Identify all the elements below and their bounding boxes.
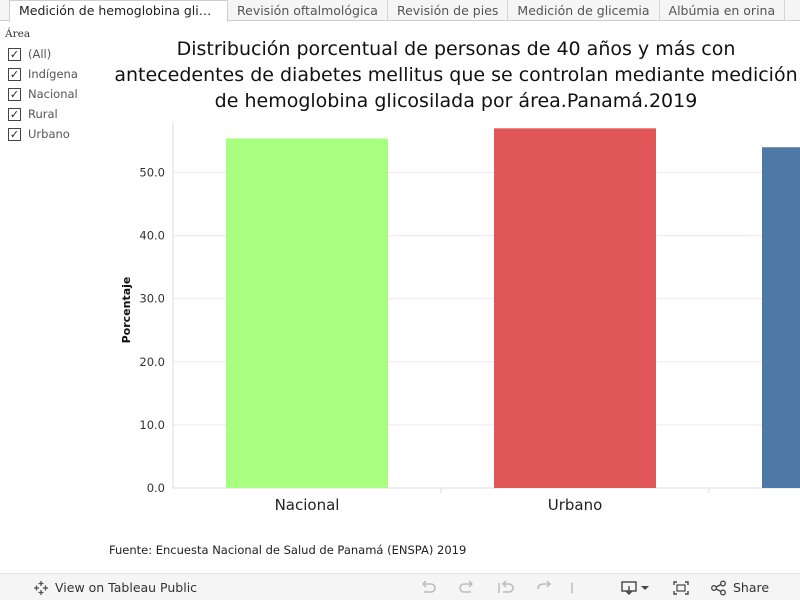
redo-icon	[458, 579, 476, 596]
download-icon	[620, 580, 650, 596]
filter-item-label: (All)	[28, 47, 52, 61]
y-tick-label: 40.0	[139, 229, 165, 243]
y-tick-label: 0.0	[147, 481, 165, 495]
y-tick-label: 10.0	[139, 418, 165, 432]
share-label: Share	[733, 580, 770, 595]
fullscreen-icon	[672, 580, 690, 596]
filter-item-label: Rural	[28, 107, 58, 121]
filter-item-label: Nacional	[28, 87, 78, 101]
filter-title: Área	[5, 28, 31, 40]
source-note: Fuente: Encuesta Nacional de Salud de Pa…	[109, 543, 467, 557]
bar	[494, 128, 656, 488]
tab-hemoglobina[interactable]: Medición de hemoglobina glico...	[9, 0, 228, 22]
revert-icon	[497, 579, 515, 596]
tab-bar: Medición de hemoglobina glico... Revisió…	[0, 0, 800, 22]
y-tick-label: 30.0	[139, 292, 165, 306]
filter-item-label: Urbano	[28, 127, 70, 141]
tab-pies[interactable]: Revisión de pies	[388, 0, 509, 21]
tableau-logo-icon	[33, 580, 49, 596]
share-button[interactable]: Share	[710, 574, 769, 600]
tab-glicemia[interactable]: Medición de glicemia	[508, 0, 660, 21]
filter-item-nacional[interactable]: ✓ Nacional	[5, 84, 105, 104]
view-on-tableau-button[interactable]: View on Tableau Public	[33, 574, 197, 600]
area-filter: Área ✓ (All) ✓ Indígena ✓ Nacional ✓ Rur…	[5, 28, 105, 144]
filter-item-all[interactable]: ✓ (All)	[5, 44, 105, 64]
bar	[762, 147, 800, 488]
undo-button[interactable]	[419, 574, 437, 600]
bar-chart: 0.0 10.0 20.0 30.0 40.0 50.0 Nacional Urbano Por…	[120, 122, 800, 514]
chart-title: Distribución porcentual de personas de 4…	[114, 38, 798, 112]
x-category-label: Urbano	[548, 496, 603, 514]
redo-button[interactable]	[458, 574, 476, 600]
y-tick-label: 50.0	[139, 165, 165, 179]
tab-oftalmologica[interactable]: Revisión oftalmológica	[228, 0, 388, 21]
pause-icon	[567, 580, 577, 596]
fullscreen-button[interactable]	[672, 574, 690, 600]
share-icon	[710, 580, 728, 596]
filter-item-label: Indígena	[28, 67, 78, 81]
checkbox-icon[interactable]: ✓	[8, 47, 21, 61]
revert-button[interactable]	[497, 574, 515, 600]
refresh-icon	[536, 579, 554, 596]
download-button[interactable]	[620, 574, 650, 600]
x-category-label: Nacional	[275, 496, 340, 514]
refresh-button[interactable]	[536, 574, 554, 600]
tab-albumina[interactable]: Albúmia en orina	[660, 0, 786, 21]
filter-item-indigena[interactable]: ✓ Indígena	[5, 64, 105, 84]
filter-item-rural[interactable]: ✓ Rural	[5, 104, 105, 124]
y-tick-label: 20.0	[139, 355, 165, 369]
checkbox-icon[interactable]: ✓	[8, 87, 21, 101]
pause-button[interactable]	[567, 574, 577, 600]
checkbox-icon[interactable]: ✓	[8, 127, 21, 141]
undo-icon	[419, 579, 437, 596]
bottom-toolbar: View on Tableau Public	[0, 573, 800, 600]
checkbox-icon[interactable]: ✓	[8, 107, 21, 121]
bar	[226, 138, 388, 488]
y-axis-title: Porcentaje	[120, 277, 133, 344]
view-on-tableau-label: View on Tableau Public	[55, 580, 198, 595]
filter-item-urbano[interactable]: ✓ Urbano	[5, 124, 105, 144]
checkbox-icon[interactable]: ✓	[8, 67, 21, 81]
